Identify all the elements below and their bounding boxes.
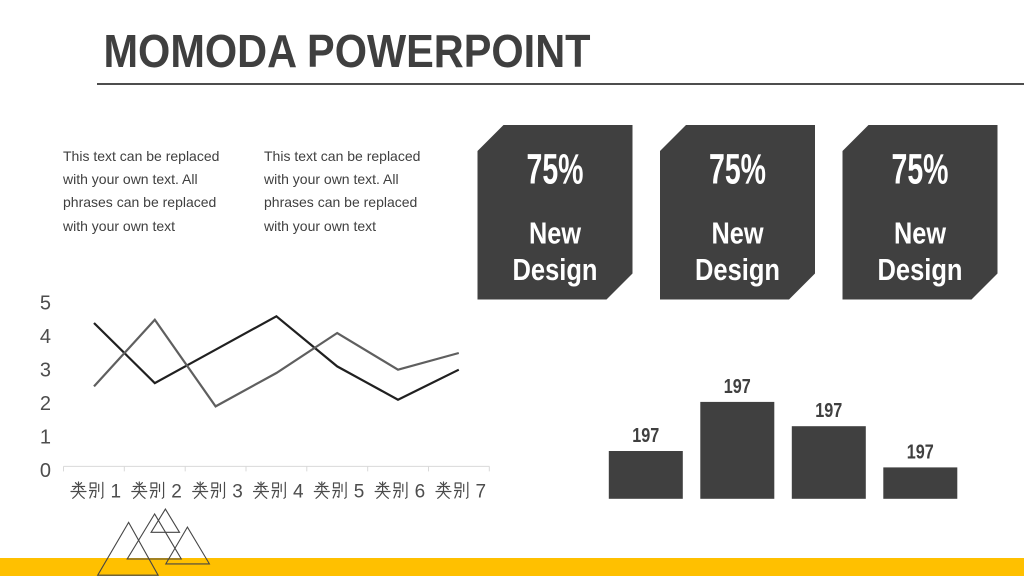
svg-text:3: 3 xyxy=(232,482,243,503)
svg-text:Design: Design xyxy=(878,252,963,287)
svg-text:4: 4 xyxy=(40,326,51,348)
svg-text:2: 2 xyxy=(40,393,51,415)
svg-text:4: 4 xyxy=(293,482,304,503)
svg-text:197: 197 xyxy=(724,376,751,398)
svg-text:MOMODA POWERPOINT: MOMODA POWERPOINT xyxy=(104,25,591,77)
svg-text:1: 1 xyxy=(111,482,122,503)
svg-text:2: 2 xyxy=(171,482,182,503)
svg-text:197: 197 xyxy=(907,441,934,463)
svg-text:New: New xyxy=(712,215,765,250)
svg-text:75%: 75% xyxy=(527,146,584,193)
svg-text:1: 1 xyxy=(40,427,51,449)
svg-text:197: 197 xyxy=(815,400,842,422)
svg-text:75%: 75% xyxy=(892,146,949,193)
svg-text:Design: Design xyxy=(513,252,598,287)
svg-text:7: 7 xyxy=(476,482,487,503)
svg-text:Design: Design xyxy=(695,252,780,287)
svg-text:New: New xyxy=(529,215,582,250)
svg-text:75%: 75% xyxy=(709,146,766,193)
svg-text:5: 5 xyxy=(354,482,365,503)
svg-text:5: 5 xyxy=(40,293,51,315)
svg-text:0: 0 xyxy=(40,460,51,482)
svg-text:New: New xyxy=(894,215,947,250)
svg-text:6: 6 xyxy=(415,482,426,503)
svg-text:197: 197 xyxy=(632,425,659,447)
svg-text:3: 3 xyxy=(40,360,51,382)
